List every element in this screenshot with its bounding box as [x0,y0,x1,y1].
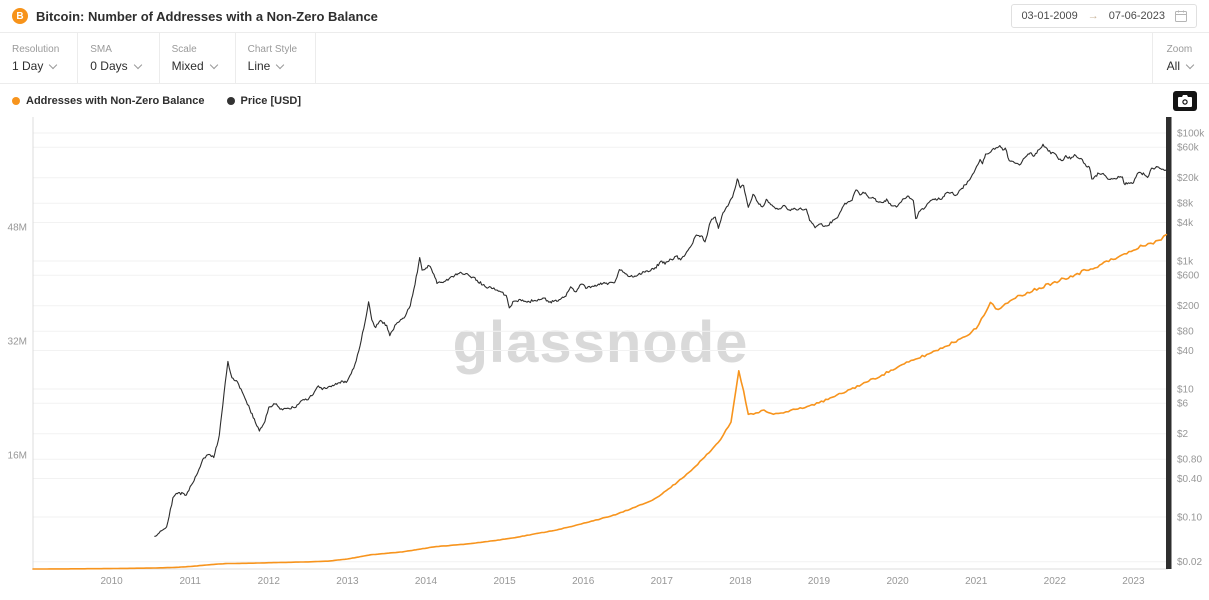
legend-label-addresses: Addresses with Non-Zero Balance [26,94,205,107]
scale-dropdown[interactable]: Scale Mixed [160,33,236,83]
scale-label: Scale [171,43,197,55]
x-axis-tick: 2016 [572,576,595,587]
chart-canvas[interactable]: 48M 32M 16M $100k $60k $20k $8k $4k $1k $600 $200 $… [0,117,1209,600]
sma-dropdown[interactable]: SMA 0 Days [78,33,160,83]
x-axis-tick: 2013 [336,576,359,587]
right-axis-tick: $200 [1177,301,1200,312]
right-axis-tick: $40 [1177,346,1194,357]
sma-value[interactable]: 0 Days [90,58,128,73]
date-range-picker[interactable]: 03-01-2009 → 07-06-2023 [1011,4,1197,28]
chart-style-label: Chart Style [247,43,298,55]
zoom-label: Zoom [1166,43,1193,55]
chart-toolbar: Resolution 1 Day SMA 0 Days Scale Mixed … [0,33,1209,84]
price-line [154,143,1167,537]
legend-bar: Addresses with Non-Zero Balance Price [U… [0,84,1209,117]
x-axis-tick: 2014 [415,576,438,587]
x-axis-tick: 2018 [729,576,752,587]
x-axis-tick: 2012 [258,576,281,587]
right-axis-tick: $1k [1177,257,1194,268]
addresses-line [32,233,1168,570]
legend-item-addresses[interactable]: Addresses with Non-Zero Balance [12,95,205,107]
bitcoin-glyph: B [16,10,24,22]
chevron-down-icon [1185,60,1195,69]
date-start[interactable]: 03-01-2009 [1021,10,1078,22]
right-axis-tick: $80 [1177,327,1194,338]
x-axis-tick: 2020 [886,576,909,587]
legend-item-price[interactable]: Price [USD] [226,94,302,107]
x-axis-tick: 2022 [1044,576,1067,587]
right-axis-tick: $2 [1177,429,1189,440]
price-axis-bar[interactable] [1166,117,1172,569]
right-axis-tick: $6 [1177,399,1189,410]
right-axis-tick: $60k [1177,143,1200,154]
chevron-down-icon [49,60,58,69]
x-axis-tick: 2019 [808,576,831,587]
x-axis-tick: 2010 [100,576,123,587]
x-axis-tick: 2021 [965,576,988,587]
right-axis-tick: $0.80 [1177,455,1202,466]
resolution-dropdown[interactable]: Resolution 1 Day [0,33,79,83]
right-axis-tick: $0.40 [1177,474,1202,485]
arrow-right-icon: → [1087,10,1099,22]
left-axis-tick: 48M [8,222,27,233]
resolution-label: Resolution [12,43,60,55]
legend-label-price: Price [USD] [240,94,302,107]
header-bar: B Bitcoin: Number of Addresses with a No… [0,0,1209,33]
sma-label: SMA [90,43,112,55]
x-axis-tick: 2017 [651,576,674,587]
resolution-value[interactable]: 1 Day [12,58,44,73]
page-title: Bitcoin: Number of Addresses with a Non-… [36,8,378,24]
zoom-value[interactable]: All [1166,58,1180,73]
chevron-down-icon [209,60,218,69]
chevron-down-icon [276,60,285,69]
price-series-dot [226,96,235,105]
zoom-dropdown[interactable]: Zoom All [1151,33,1209,83]
right-axis-tick: $20k [1177,173,1200,184]
x-axis-tick: 2023 [1122,576,1145,587]
right-axis-tick: $4k [1177,218,1194,229]
left-axis-tick: 16M [8,450,27,461]
calendar-icon[interactable] [1175,10,1187,22]
right-axis-tick: $0.02 [1177,557,1202,568]
left-axis-tick: 32M [8,336,27,347]
right-axis-tick: $100k [1177,129,1205,140]
chart-style-dropdown[interactable]: Chart Style Line [236,33,317,83]
right-axis-tick: $0.10 [1177,513,1202,524]
scale-value[interactable]: Mixed [171,58,204,73]
camera-button[interactable] [1173,90,1197,111]
right-axis-tick: $10 [1177,385,1194,396]
right-axis-tick: $600 [1177,271,1200,282]
chart-style-value[interactable]: Line [247,58,271,73]
camera-icon [1178,94,1192,107]
chart-area[interactable]: glassnode 48M 32M 16M $100k $60k $20k $8k $4k $1… [0,117,1209,600]
bitcoin-icon: B [12,8,28,24]
addresses-series-dot [12,96,20,105]
x-axis-tick: 2011 [179,576,201,587]
date-end[interactable]: 07-06-2023 [1108,10,1165,22]
chevron-down-icon [133,60,142,69]
x-axis-tick: 2015 [493,576,516,587]
right-axis-tick: $8k [1177,199,1194,210]
